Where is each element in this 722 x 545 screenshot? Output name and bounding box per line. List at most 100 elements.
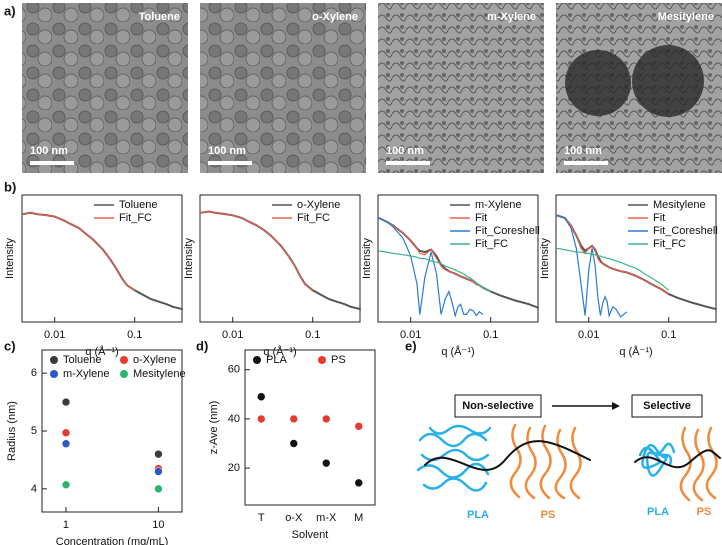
legend-label: Fit_FC: [119, 212, 152, 224]
plot-frame: [199, 194, 361, 323]
y-axis-label: z-Ave (nm): [208, 401, 220, 455]
chart: 0.01 0.1q (Å⁻¹)IntensityMesityleneFitFit_…: [539, 194, 718, 358]
legend-label: Fit_FC: [297, 212, 330, 224]
x-axis-label: q (Å⁻¹): [85, 345, 118, 358]
panel-label: c): [4, 338, 16, 353]
legend-label: m-Xylene: [475, 199, 521, 211]
point: [61, 439, 71, 449]
schematic: Non-selective Selective PLA PS PLA PS: [416, 394, 721, 521]
block-label: PS: [541, 509, 556, 521]
block-label: PS: [697, 506, 712, 518]
x-axis-label: Concentration (mg/mL): [56, 536, 169, 545]
point: [154, 484, 163, 494]
series-line: [378, 217, 484, 318]
panel-label: b): [4, 179, 16, 194]
scale-label: 100 nm: [208, 145, 246, 157]
series-line: [556, 214, 670, 295]
legend-label: Mesitylene: [133, 368, 186, 380]
x-axis-label: Solvent: [292, 529, 329, 541]
block-label: PLA: [647, 506, 669, 518]
tem-image: [200, 3, 366, 173]
legend-marker: [120, 356, 128, 364]
point: [289, 439, 299, 448]
x-axis-label: q (Å⁻¹): [441, 345, 474, 358]
legend-label: Fit_FC: [475, 238, 508, 250]
panel-label: a): [4, 3, 16, 18]
legend-label: o-Xylene: [297, 199, 340, 211]
legend-label: Mesitylene: [653, 199, 706, 211]
series-line: [22, 211, 184, 311]
point: [154, 467, 163, 476]
x-tick-label: o-X: [285, 512, 303, 524]
x-tick-label: 1: [63, 519, 69, 531]
image-label: o-Xylene: [312, 11, 358, 23]
series-line: [556, 214, 628, 318]
x-tick-label: 0.01: [578, 329, 599, 341]
point: [61, 480, 71, 490]
panel-label: d): [196, 338, 208, 353]
x-tick-label: 0.01: [222, 329, 243, 341]
x-tick-label: 10: [152, 519, 164, 531]
y-tick-label: 5: [31, 425, 37, 437]
image-label: Toluene: [139, 11, 180, 23]
panel-label: e): [405, 338, 417, 353]
chart: 1 10 4 5 6 Concentration (mg/mL) Radius (nm) To…: [6, 349, 186, 545]
y-axis-label: Radius (nm): [6, 401, 18, 461]
series-line: [378, 217, 491, 293]
chains: [416, 423, 721, 502]
point: [321, 458, 331, 468]
legend-label: Toluene: [119, 199, 158, 211]
point: [354, 421, 364, 431]
legend-label: Fit: [475, 212, 487, 224]
legend-label: PLA: [266, 354, 287, 366]
x-axis-label: q (Å⁻¹): [619, 345, 652, 358]
y-tick-label: 40: [228, 413, 240, 425]
y-tick-label: 6: [31, 367, 37, 379]
from-label: Non-selective: [462, 400, 534, 412]
particle: [632, 45, 704, 117]
tem-image: [22, 3, 188, 173]
y-tick-label: 20: [228, 462, 240, 474]
legend-marker: [318, 356, 326, 364]
legend-label: Fit_Coreshell: [475, 225, 540, 237]
arrow-head: [612, 402, 620, 410]
box: [454, 394, 542, 418]
tem-images: Toluene 100 nm o-Xylene 100 nm m-Xylene 100 n…: [22, 3, 722, 173]
plot-frame: [377, 194, 539, 323]
series-line: [200, 210, 314, 291]
plot-frame: [244, 349, 376, 506]
image-label: m-Xylene: [487, 11, 536, 23]
scale-label: 100 nm: [386, 145, 424, 157]
y-tick-label: 60: [228, 364, 240, 376]
y-axis-label: Intensity: [183, 238, 195, 279]
point: [256, 414, 266, 424]
scale-label: 100 nm: [30, 145, 68, 157]
x-tick-label: 0.1: [661, 329, 676, 341]
plot-frame: [555, 194, 717, 323]
legend-marker: [253, 356, 261, 364]
series-line: [200, 210, 362, 311]
x-tick-label: 0.01: [400, 329, 421, 341]
legend-marker: [50, 356, 58, 364]
x-tick-label: 0.1: [483, 329, 498, 341]
x-tick-label: M: [354, 512, 363, 524]
x-tick-label: T: [258, 512, 265, 524]
particle: [565, 50, 631, 116]
legend-label: Fit_FC: [653, 238, 686, 250]
series-line: [556, 247, 670, 291]
to-label: Selective: [643, 400, 691, 412]
x-tick-label: 0.01: [44, 329, 65, 341]
point: [321, 414, 331, 424]
x-tick-label: m-X: [316, 512, 337, 524]
box: [631, 394, 703, 418]
y-tick-label: 4: [31, 483, 37, 495]
x-tick-label: 0.1: [127, 329, 142, 341]
point: [289, 414, 299, 424]
legend-label: Fit_Coreshell: [653, 225, 718, 237]
legend-label: Fit: [653, 212, 665, 224]
legend-label: Toluene: [63, 354, 102, 366]
series-line: [378, 250, 491, 293]
